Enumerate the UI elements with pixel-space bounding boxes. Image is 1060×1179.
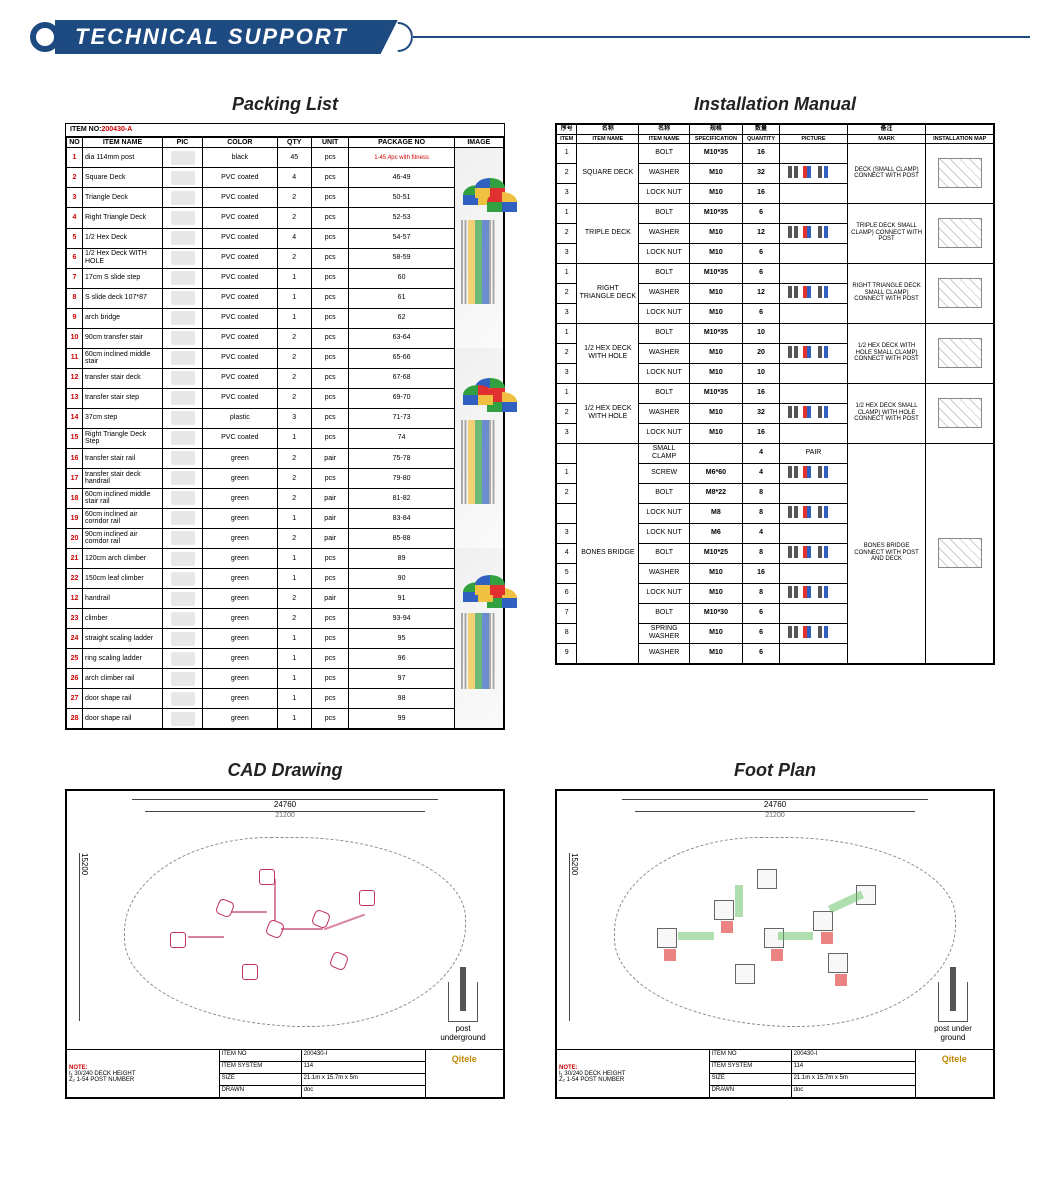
- packing-header: QTY: [277, 137, 311, 148]
- table-row: 9 arch bridge PVC coated 1 pcs 62: [67, 308, 504, 328]
- table-row: 16 transfer stair rail green 2 pair 75-7…: [67, 448, 504, 468]
- table-row: 6 1/2 Hex Deck WITH HOLE PVC coated 2 pc…: [67, 248, 504, 268]
- installation-panel: 序号名称名称规格数量备注 ITEMITEM NAMEITEM NAMESPECI…: [555, 123, 995, 665]
- table-row: 1 dia 114mm post black 45 pcs 1-45,4pc w…: [67, 148, 504, 168]
- table-row: 15 Right Triangle Deck Step PVC coated 1…: [67, 428, 504, 448]
- post-underground: post underground: [433, 982, 493, 1042]
- table-row: 23 climber green 2 pcs 93-94: [67, 609, 504, 629]
- table-row: 26 arch climber rail green 1 pcs 97: [67, 669, 504, 689]
- table-row: 8 S slide deck 107*87 PVC coated 1 pcs 6…: [67, 288, 504, 308]
- table-row: 11 60cm inclined middle stair PVC coated…: [67, 348, 504, 368]
- cad-dim-width2: 21200: [145, 811, 424, 819]
- table-row: 22 150cm leaf climber green 1 pcs 90: [67, 569, 504, 589]
- foot-panel: 24760 21200 15200: [555, 789, 995, 1099]
- table-row: 1RIGHT TRIANGLE DECKBOLTM10*356RIGHT TRI…: [557, 263, 994, 283]
- packing-header: IMAGE: [454, 137, 503, 148]
- cad-title-block: NOTE: I₁ 30/240 DECK HEIGHT Z₂ 1-54 POST…: [67, 1049, 503, 1097]
- cad-section: CAD Drawing 24760 21200 15200: [65, 760, 505, 1099]
- foot-dim-width2: 21200: [635, 811, 914, 819]
- packing-table: NOITEM NAMEPICCOLORQTYUNITPACKAGE NOIMAG…: [66, 137, 504, 730]
- table-row: 5 1/2 Hex Deck PVC coated 4 pcs 54-57: [67, 228, 504, 248]
- cad-title: CAD Drawing: [65, 760, 505, 781]
- table-row: 25 ring scaling ladder green 1 pcs 96: [67, 649, 504, 669]
- table-row: 13 transfer stair step PVC coated 2 pcs …: [67, 388, 504, 408]
- foot-title-block: NOTE: I₁ 30/240 DECK HEIGHT Z₂ 1-54 POST…: [557, 1049, 993, 1097]
- foot-post-ug-icon: [938, 982, 968, 1022]
- packing-panel: ITEM NO:200430-A NOITEM NAMEPICCOLORQTYU…: [65, 123, 505, 730]
- table-row: 12 transfer stair deck PVC coated 2 pcs …: [67, 368, 504, 388]
- item-no-row: ITEM NO:200430-A: [66, 124, 504, 137]
- table-row: BONES BRIDGESMALL CLAMP4PAIRBONES BRIDGE…: [557, 443, 994, 463]
- installation-section: Installation Manual 序号名称名称规格数量备注 ITEMITE…: [555, 94, 995, 730]
- foot-dim-height: 15200: [569, 853, 579, 1021]
- banner-circle-icon: [30, 22, 60, 52]
- table-row: 14 37cm step plastic 3 pcs 71-73: [67, 408, 504, 428]
- foot-section: Foot Plan 24760 21200 15200: [555, 760, 995, 1099]
- table-row: 10 90cm transfer stair PVC coated 2 pcs …: [67, 328, 504, 348]
- packing-header: UNIT: [311, 137, 349, 148]
- table-row: 11/2 HEX DECK WITH HOLEBOLTM10*35101/2 H…: [557, 323, 994, 343]
- table-row: 27 door shape rail green 1 pcs 98: [67, 689, 504, 709]
- table-row: 1SQUARE DECKBOLTM10*3516DECK (SMALL CLAM…: [557, 143, 994, 163]
- table-row: 1TRIPLE DECKBOLTM10*356TRIPLE DECK SMALL…: [557, 203, 994, 223]
- table-row: 4 Right Triangle Deck PVC coated 2 pcs 5…: [67, 208, 504, 228]
- banner: TECHNICAL SUPPORT: [30, 20, 1030, 54]
- foot-drawing-area: [607, 826, 963, 1037]
- cad-dim-height: 15200: [79, 853, 89, 1021]
- table-row: 7 17cm S slide step PVC coated 1 pcs 60: [67, 268, 504, 288]
- table-row: 17 transfer stair deck handrail green 2 …: [67, 468, 504, 488]
- packing-header: ITEM NAME: [83, 137, 163, 148]
- table-row: 3 Triangle Deck PVC coated 2 pcs 50-51: [67, 188, 504, 208]
- table-row: 21 120cm arch climber green 1 pcs 89: [67, 549, 504, 569]
- foot-title: Foot Plan: [555, 760, 995, 781]
- table-row: 2 Square Deck PVC coated 4 pcs 46-49: [67, 168, 504, 188]
- cad-drawing-area: [117, 826, 473, 1037]
- cad-dim-width: 24760: [132, 799, 437, 809]
- foot-post-underground: post under ground: [923, 982, 983, 1042]
- table-row: 18 60cm inclined middle stair rail green…: [67, 488, 504, 508]
- foot-dim-width: 24760: [622, 799, 927, 809]
- table-row: 24 straight scaling ladder green 1 pcs 9…: [67, 629, 504, 649]
- packing-section: Packing List ITEM NO:200430-A NOITEM NAM…: [65, 94, 505, 730]
- table-row: 11/2 HEX DECK WITH HOLEBOLTM10*35161/2 H…: [557, 383, 994, 403]
- packing-header: COLOR: [203, 137, 278, 148]
- table-row: 19 60cm inclined air corridor rail green…: [67, 508, 504, 528]
- packing-title: Packing List: [65, 94, 505, 115]
- packing-header: NO: [67, 137, 83, 148]
- table-row: 20 90cm inclined air corridor rail green…: [67, 528, 504, 548]
- post-ug-icon: [448, 982, 478, 1022]
- installation-title: Installation Manual: [555, 94, 995, 115]
- installation-table: 序号名称名称规格数量备注 ITEMITEM NAMEITEM NAMESPECI…: [556, 124, 994, 664]
- table-row: 12 handrail green 2 pair 91: [67, 589, 504, 609]
- cad-panel: 24760 21200 15200 post u: [65, 789, 505, 1099]
- packing-header: PACKAGE NO: [349, 137, 454, 148]
- table-row: 28 door shape rail green 1 pcs 99: [67, 709, 504, 729]
- packing-header: PIC: [163, 137, 203, 148]
- banner-title: TECHNICAL SUPPORT: [55, 20, 398, 54]
- banner-line: [413, 36, 1030, 38]
